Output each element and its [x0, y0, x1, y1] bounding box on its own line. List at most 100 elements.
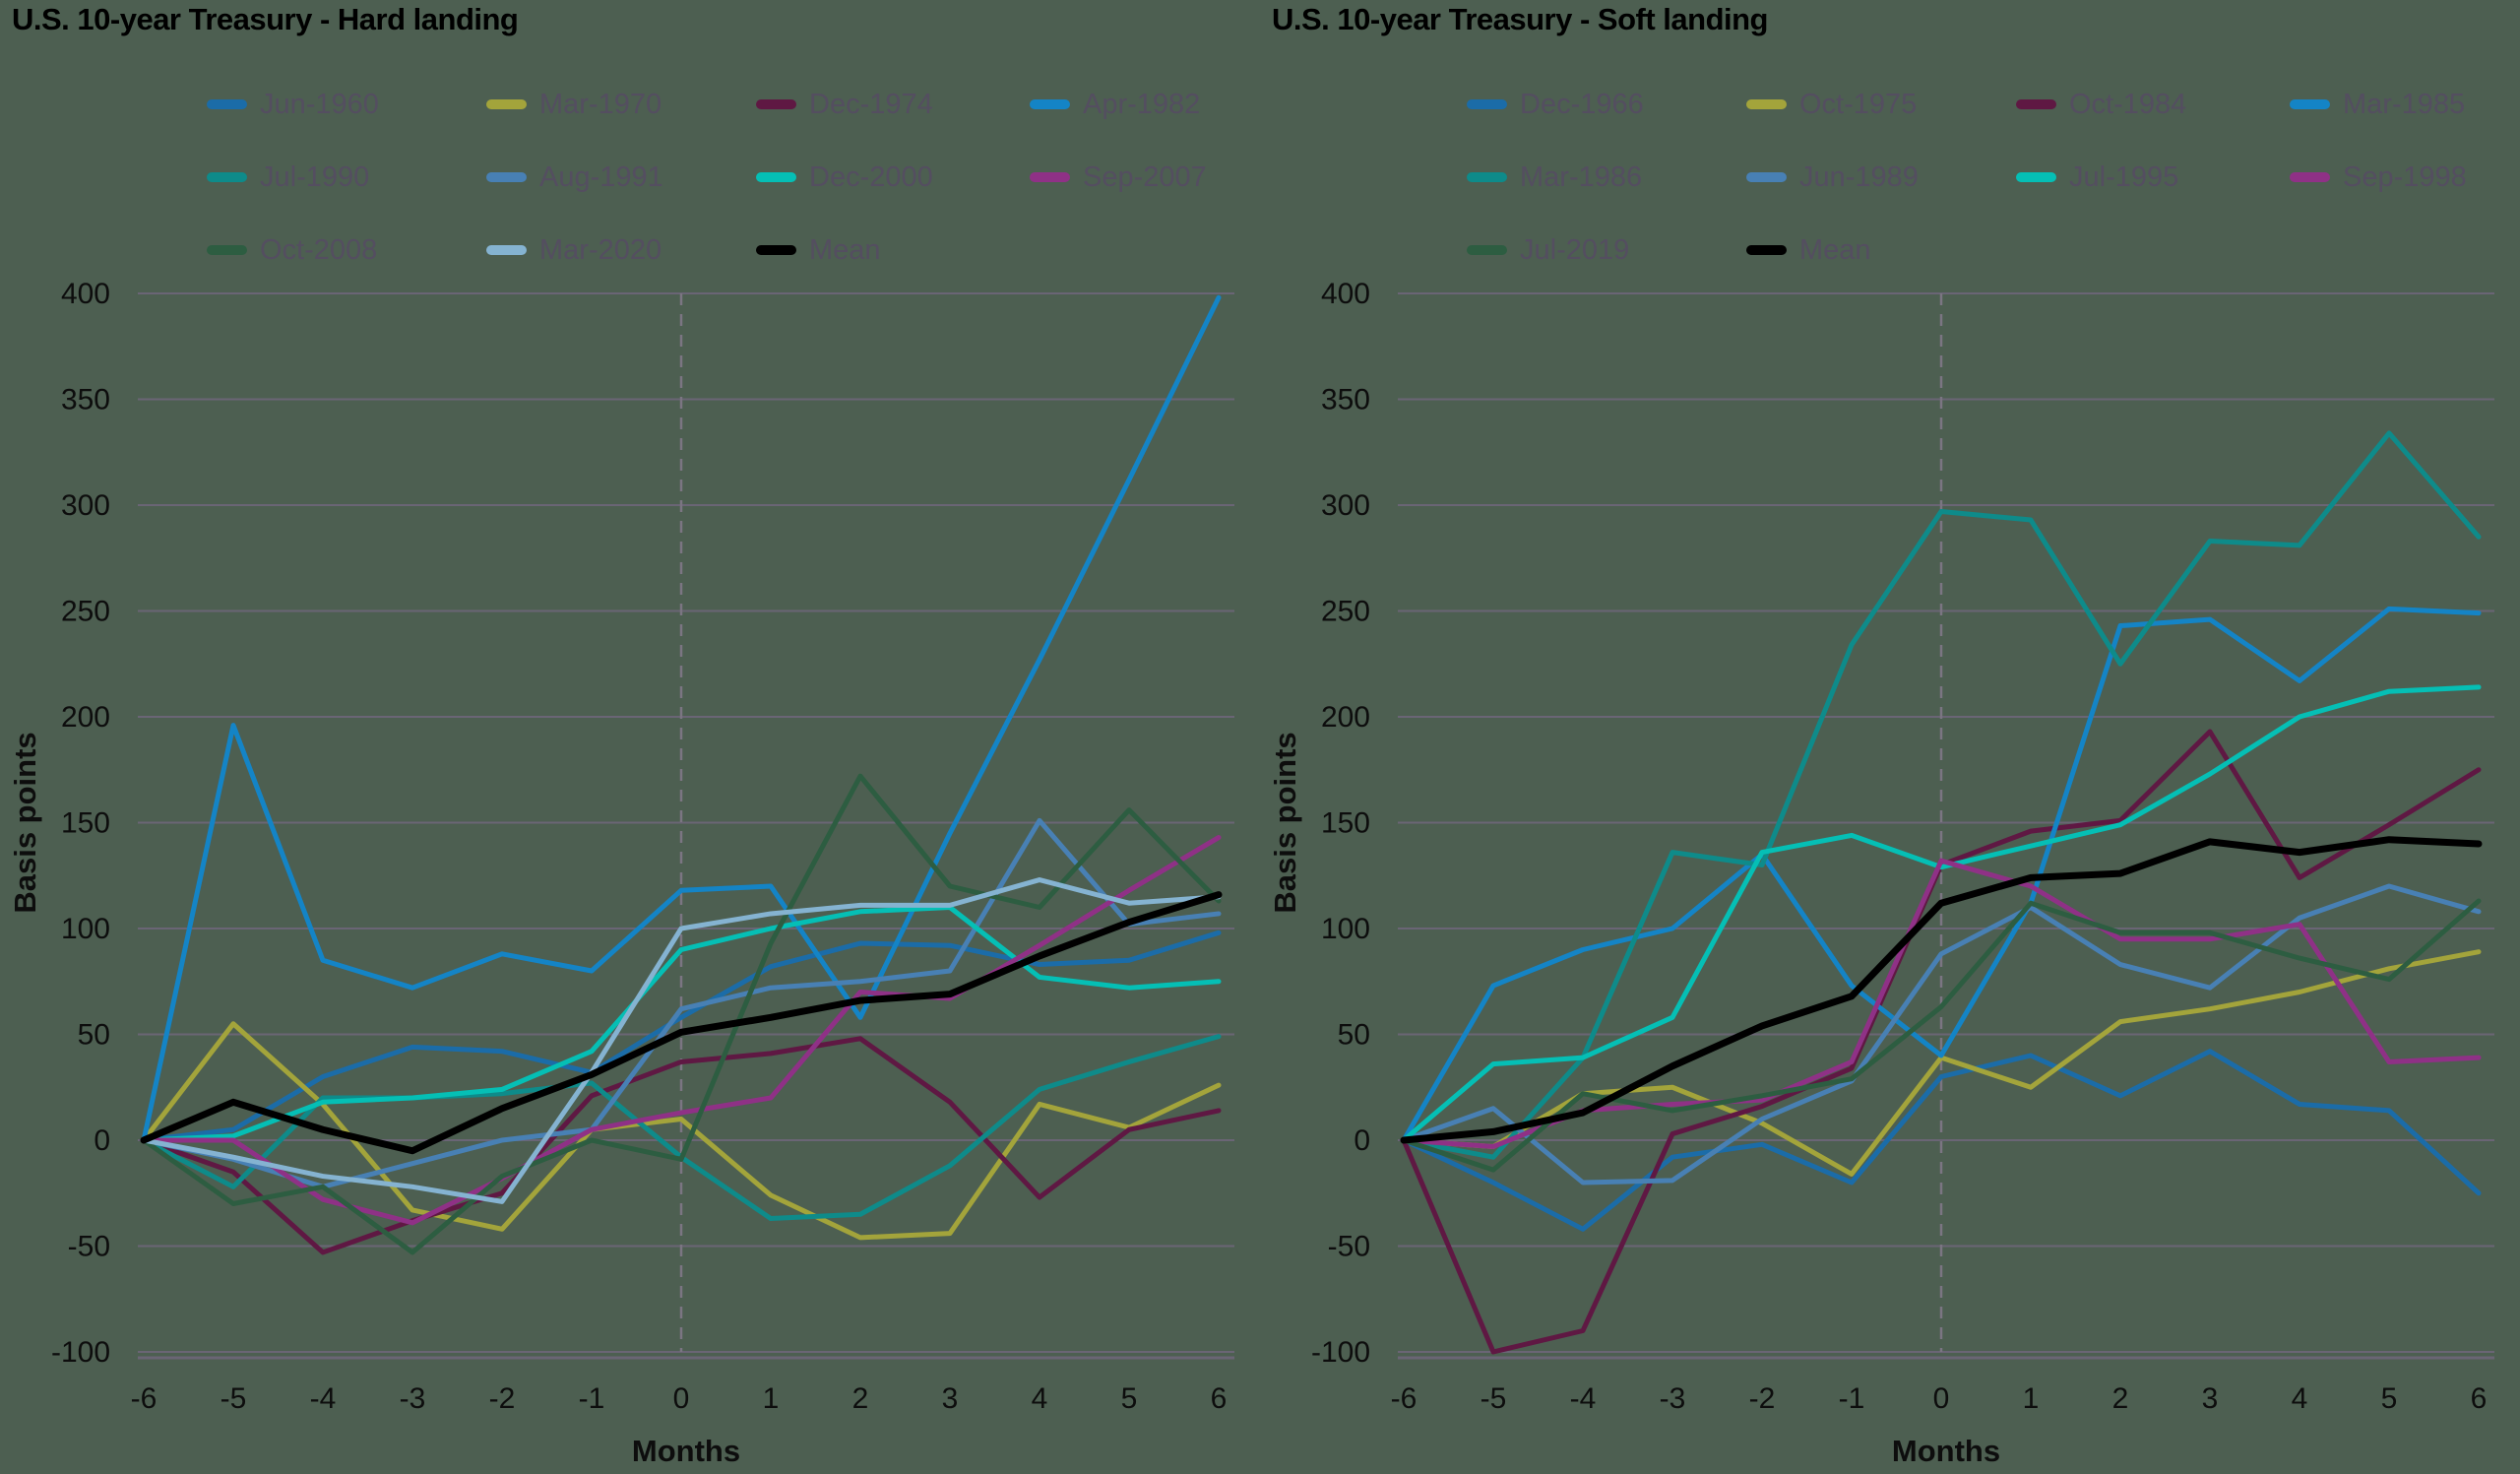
- chart-panel-soft-landing: U.S. 10-year Treasury - Soft landing Dec…: [1260, 0, 2520, 1474]
- legend-label: Mean: [1799, 233, 1871, 266]
- x-tick-label: 3: [2202, 1382, 2219, 1415]
- legend-item-dec-1974: Dec-1974: [756, 85, 933, 124]
- legend-item-jul-1990: Jul-1990: [207, 158, 369, 197]
- y-tick-label: 50: [78, 1019, 110, 1052]
- legend-label: Dec-1966: [1520, 88, 1644, 120]
- legend-item-dec-2000: Dec-2000: [756, 158, 933, 197]
- y-tick-label: 200: [1321, 701, 1370, 734]
- legend-swatch-oct-1984: [2016, 99, 2056, 109]
- y-tick-label: 50: [1338, 1019, 1370, 1052]
- x-tick-label: -5: [1480, 1382, 1507, 1415]
- chart-panel-hard-landing: U.S. 10-year Treasury - Hard landing Jun…: [8, 2, 1234, 1468]
- x-tick-label: 3: [942, 1382, 959, 1415]
- legend-item-mar-1985: Mar-1985: [2290, 85, 2465, 124]
- legend-item-mar-1986: Mar-1986: [1467, 158, 1642, 197]
- y-tick-label: -100: [51, 1336, 110, 1369]
- legend-item-jun-1989: Jun-1989: [1746, 158, 1919, 197]
- y-tick-label: 350: [61, 384, 110, 417]
- series-line-jun-1960: [141, 929, 1222, 1143]
- legend-swatch-oct-1975: [1746, 99, 1787, 109]
- legend-label: Jun-1989: [1799, 160, 1919, 193]
- legend-swatch-jul-1990: [207, 172, 247, 182]
- series-line-oct-2008: [141, 773, 1222, 1255]
- legend-label: Jul-2019: [1520, 233, 1630, 266]
- x-tick-label: 0: [1933, 1382, 1950, 1415]
- legend-swatch-jul-1995: [2016, 172, 2056, 182]
- legend-swatch-sep-1998: [2290, 172, 2330, 182]
- x-tick-label: -2: [489, 1382, 516, 1415]
- series-line-dec-1966: [1401, 1049, 2482, 1232]
- chart-legend-soft-landing: Dec-1966 Oct-1975 Oct-1984 Mar-1985 Mar-1986…: [1260, 0, 2520, 286]
- y-tick-label: 100: [61, 913, 110, 945]
- x-tick-label: 1: [2023, 1382, 2040, 1415]
- legend-swatch-mar-1985: [2290, 99, 2330, 109]
- legend-label: Aug-1991: [539, 160, 663, 193]
- y-tick-label: -50: [1328, 1231, 1370, 1263]
- y-tick-label: 200: [61, 701, 110, 734]
- legend-label: Oct-1984: [2069, 88, 2187, 120]
- legend-label: Apr-1982: [1083, 88, 1201, 120]
- x-tick-label: 0: [673, 1382, 690, 1415]
- chart-title-hard-landing: U.S. 10-year Treasury - Hard landing: [12, 2, 519, 36]
- series-line-mean: [140, 891, 1223, 1155]
- chart-title-soft-landing: U.S. 10-year Treasury - Soft landing: [1272, 2, 1769, 36]
- legend-label: Dec-1974: [809, 88, 933, 120]
- x-tick-label: 6: [1211, 1382, 1228, 1415]
- legend-item-aug-1991: Aug-1991: [486, 158, 663, 197]
- series-line-mar-2020: [141, 877, 1222, 1204]
- legend-label: Mar-1986: [1520, 160, 1643, 193]
- legend-label: Mean: [809, 233, 881, 266]
- legend-label: Oct-2008: [260, 233, 378, 266]
- y-tick-label: -100: [1311, 1336, 1370, 1369]
- y-tick-label: 0: [94, 1124, 110, 1157]
- legend-label: Mar-1970: [539, 88, 662, 120]
- legend-swatch-dec-2000: [756, 172, 796, 182]
- y-tick-label: 250: [1321, 596, 1370, 628]
- legend-swatch-jul-2019: [1467, 245, 1507, 255]
- legend-swatch-dec-1966: [1467, 99, 1507, 109]
- x-tick-label: -3: [400, 1382, 426, 1415]
- x-tick-label: 2: [2112, 1382, 2129, 1415]
- legend-label: Sep-1998: [2343, 160, 2467, 193]
- legend-swatch-mar-2020: [486, 245, 527, 255]
- legend-label: Dec-2000: [809, 160, 933, 193]
- x-axis-title: Months: [632, 1434, 740, 1468]
- legend-label: Mar-1985: [2343, 88, 2466, 120]
- legend-label: Jul-1990: [260, 160, 370, 193]
- y-tick-label: 400: [1321, 278, 1370, 310]
- legend-swatch-mar-1986: [1467, 172, 1507, 182]
- x-tick-label: -6: [1391, 1382, 1418, 1415]
- legend-swatch-aug-1991: [486, 172, 527, 182]
- y-tick-label: -50: [68, 1231, 110, 1263]
- legend-label: Jul-1995: [2069, 160, 2179, 193]
- legend-item-apr-1982: Apr-1982: [1030, 85, 1200, 124]
- y-tick-label: 250: [61, 596, 110, 628]
- x-tick-label: 5: [1121, 1382, 1138, 1415]
- legend-label: Sep-2007: [1083, 160, 1207, 193]
- legend-swatch-jun-1960: [207, 99, 247, 109]
- series-line-jul-1995: [1401, 684, 2482, 1143]
- x-tick-label: -4: [310, 1382, 337, 1415]
- x-tick-label: -1: [579, 1382, 605, 1415]
- x-tick-label: -3: [1660, 1382, 1686, 1415]
- y-tick-label: 300: [61, 489, 110, 522]
- legend-label: Oct-1975: [1799, 88, 1918, 120]
- x-tick-label: 1: [763, 1382, 780, 1415]
- legend-item-mar-1970: Mar-1970: [486, 85, 662, 124]
- y-axis-title: Basis points: [1268, 732, 1302, 913]
- x-tick-label: -4: [1570, 1382, 1597, 1415]
- x-axis-title: Months: [1892, 1434, 2000, 1468]
- legend-label: Jun-1960: [260, 88, 379, 120]
- legend-item-sep-2007: Sep-2007: [1030, 158, 1207, 197]
- series-line-apr-1982: [141, 294, 1222, 1143]
- legend-swatch-jun-1989: [1746, 172, 1787, 182]
- x-tick-label: 2: [852, 1382, 869, 1415]
- legend-item-oct-1975: Oct-1975: [1746, 85, 1917, 124]
- y-tick-label: 300: [1321, 489, 1370, 522]
- legend-item-sep-1998: Sep-1998: [2290, 158, 2467, 197]
- legend-swatch-apr-1982: [1030, 99, 1070, 109]
- y-tick-label: 150: [61, 807, 110, 840]
